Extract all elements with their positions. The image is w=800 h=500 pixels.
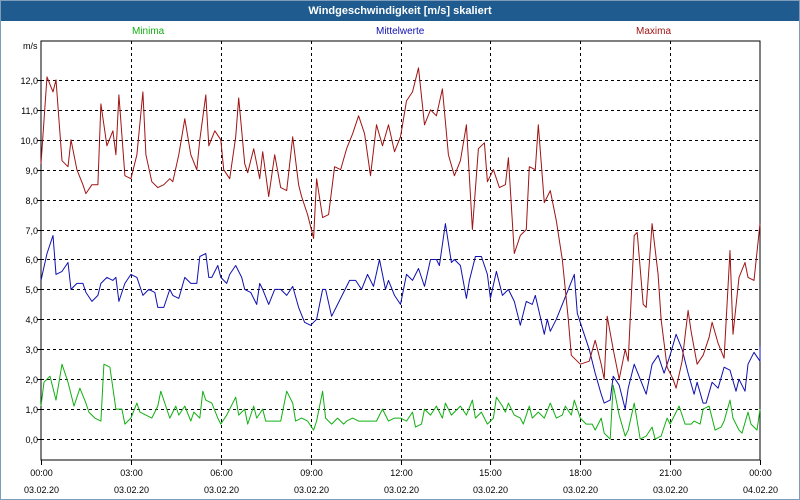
x-tick-time-label: 03:00 [120,468,143,478]
x-tick-date-label: 03.02.20 [114,485,149,495]
x-tick-date-label: 03.02.20 [563,485,598,495]
x-tick-date-label: 03.02.20 [653,485,688,495]
legend-maxima: Maxima [636,26,672,37]
y-tick-label: 12,0 [20,76,38,86]
x-tick-date-label: 03.02.20 [24,485,59,495]
x-tick-time-label: 06:00 [210,468,233,478]
series-mittelwerte-line [40,223,761,410]
legend-mittelwerte: Mittelwerte [376,26,425,37]
x-tick-date-label: 03.02.20 [294,485,329,495]
x-tick-date-label: 03.02.20 [384,485,419,495]
legend-minima: Minima [132,26,165,37]
y-tick-label: 11,0 [21,106,38,116]
x-tick-date-label: 03.02.20 [204,485,239,495]
x-tick-time-label: 09:00 [300,468,323,478]
y-tick-label: 6,0 [25,255,38,265]
y-tick-label: 8,0 [25,196,38,206]
y-tick-label: 4,0 [25,315,38,325]
series-maxima-line [40,67,761,389]
y-tick-label: 9,0 [25,166,38,176]
x-tick-time-label: 00:00 [749,468,772,478]
y-tick-label: 2,0 [25,375,38,385]
x-tick-time-label: 21:00 [659,468,682,478]
y-tick-label: 0,0 [25,435,38,445]
x-tick-time-label: 12:00 [390,468,413,478]
y-tick-label: 5,0 [25,285,38,295]
x-tick-time-label: 15:00 [479,468,502,478]
y-tick-label: 7,0 [25,226,38,236]
x-tick-date-label: 03.02.20 [473,485,508,495]
plot-area-frame [40,40,761,461]
x-tick-time-label: 00:00 [30,468,53,478]
x-tick-time-label: 18:00 [569,468,592,478]
y-tick-label: 10,0 [20,136,38,146]
window-title: Windgeschwindigkeit [m/s] skaliert [1,1,799,21]
y-tick-label: 1,0 [25,405,38,415]
y-axis-unit-label: m/s [23,41,38,51]
series-minima-line [40,363,761,440]
x-tick-date-label: 04.02.20 [743,485,778,495]
y-tick-label: 3,0 [25,345,38,355]
